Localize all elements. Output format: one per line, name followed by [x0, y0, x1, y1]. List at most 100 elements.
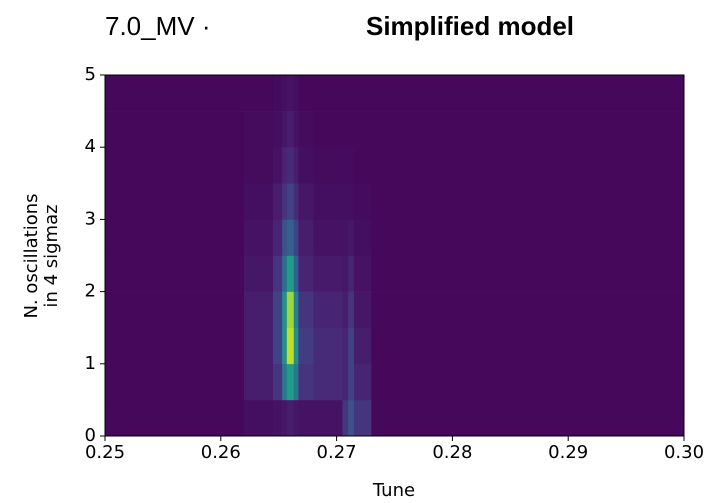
y-axis-label: N. oscillations in 4 sigmaz: [21, 193, 62, 318]
heatmap-cell: [282, 255, 288, 292]
heatmap-cell: [293, 291, 299, 328]
heatmap-cell: [243, 291, 274, 328]
heatmap-cell: [371, 255, 685, 292]
heatmap-cell: [353, 183, 372, 220]
heatmap-cell: [353, 147, 372, 184]
heatmap-cell: [293, 363, 299, 401]
heatmap-cell: [272, 111, 283, 148]
heatmap-cell: [298, 363, 314, 401]
heatmap-cell: [105, 183, 245, 220]
y-tick-label: 1: [85, 353, 96, 374]
heatmap-cell: [286, 291, 295, 328]
heatmap-cell: [272, 147, 283, 184]
heatmap-cell: [313, 75, 343, 112]
heatmap-cell: [298, 327, 314, 365]
heatmap-cell: [282, 363, 288, 401]
heatmap-cell: [298, 399, 314, 437]
heatmap-cell: [272, 327, 283, 365]
y-tick-label: 4: [85, 136, 96, 157]
heatmap-cell: [243, 75, 274, 112]
heatmap-cell: [313, 183, 343, 220]
heatmap-cell: [342, 75, 349, 112]
heatmap-cell: [243, 147, 274, 184]
heatmap-cell: [286, 363, 295, 401]
annotation: 7.0_MV ·: [105, 11, 211, 41]
heatmap-cell: [282, 399, 288, 437]
heatmap-cell: [342, 399, 349, 437]
heatmap-cell: [243, 219, 274, 256]
heatmap-cell: [348, 147, 355, 184]
heatmap-cell: [298, 183, 314, 220]
heatmap-cell: [293, 111, 299, 148]
heatmap-cell: [342, 147, 349, 184]
heatmap-cell: [342, 111, 349, 148]
heatmap-cell: [293, 255, 299, 292]
heatmap-cell: [348, 219, 355, 256]
y-axis-label-line: N. oscillations: [21, 193, 42, 318]
heatmap-cell: [353, 399, 372, 437]
heatmap-cell: [348, 183, 355, 220]
heatmap-cell: [353, 363, 372, 401]
heatmap-cell: [353, 291, 372, 328]
heatmap-cell: [282, 327, 288, 365]
y-tick-label: 3: [85, 208, 96, 229]
heatmap-cell: [105, 399, 245, 437]
heatmap-cell: [371, 291, 685, 328]
heatmap-cell: [298, 291, 314, 328]
heatmap-cell: [293, 399, 299, 437]
heatmap-cell: [282, 111, 288, 148]
heatmap-cell: [298, 255, 314, 292]
x-axis-label: Tune: [372, 480, 415, 501]
heatmap-cell: [371, 183, 685, 220]
heatmap-cell: [313, 291, 343, 328]
heatmap-cell: [286, 183, 295, 220]
heatmap-cell: [286, 111, 295, 148]
heatmap-cell: [293, 183, 299, 220]
heatmap-cell: [313, 219, 343, 256]
heatmap-cell: [371, 399, 685, 437]
heatmap-cell: [348, 399, 355, 437]
heatmap-cell: [353, 111, 372, 148]
heatmap-cell: [272, 75, 283, 112]
heatmap-cell: [348, 363, 355, 401]
x-tick-label: 0.30: [664, 442, 704, 463]
heatmap-cell: [286, 255, 295, 292]
heatmap-cell: [313, 147, 343, 184]
heatmap-cell: [286, 75, 295, 112]
x-tick-label: 0.28: [432, 442, 472, 463]
heatmap-cell: [353, 327, 372, 365]
heatmap-cell: [353, 75, 372, 112]
heatmap-cell: [105, 219, 245, 256]
heatmap-cell: [105, 75, 245, 112]
heatmap-cell: [282, 291, 288, 328]
heatmap-cell: [105, 291, 245, 328]
heatmap-cell: [282, 183, 288, 220]
heatmap-cell: [272, 399, 283, 437]
heatmap-cell: [298, 75, 314, 112]
y-tick-label: 0: [85, 425, 96, 446]
heatmap-cell: [243, 255, 274, 292]
heatmap-cell: [342, 363, 349, 401]
heatmap-cell: [282, 75, 288, 112]
heatmap-cell: [272, 363, 283, 401]
y-tick-label: 2: [85, 281, 96, 302]
heatmap-cell: [371, 75, 685, 112]
heatmap-cell: [286, 219, 295, 256]
heatmap-cell: [371, 363, 685, 401]
heatmap-cell: [298, 111, 314, 148]
heatmap-cell: [298, 147, 314, 184]
heatmap-cell: [243, 399, 274, 437]
heatmap-cell: [282, 147, 288, 184]
heatmap-cell: [342, 291, 349, 328]
heatmap-cell: [348, 327, 355, 365]
heatmap-cell: [243, 363, 274, 401]
heatmap-cell: [105, 327, 245, 365]
heatmap-cell: [353, 255, 372, 292]
heatmap-cell: [105, 363, 245, 401]
heatmap-cell: [342, 183, 349, 220]
heatmap-cell: [353, 219, 372, 256]
x-tick-label: 0.25: [85, 442, 125, 463]
heatmap-cell: [282, 219, 288, 256]
heatmap-cell: [371, 147, 685, 184]
